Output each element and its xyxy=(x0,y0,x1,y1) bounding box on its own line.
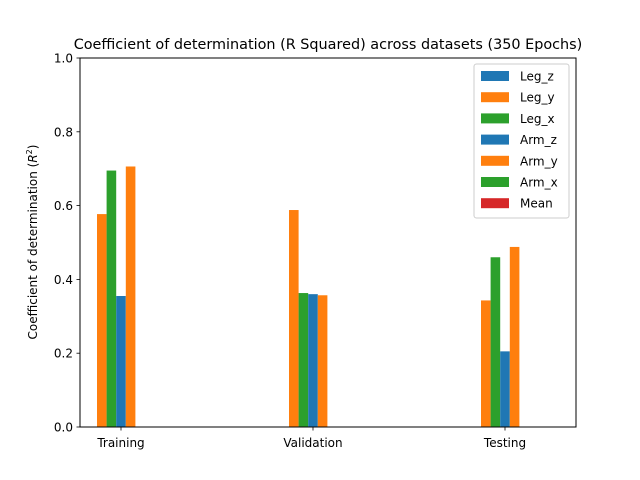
legend-label-arm_x: Arm_x xyxy=(520,176,558,190)
y-axis-label: Coefficient of determination (R2) xyxy=(25,145,40,340)
bar-arm_z-testing xyxy=(500,351,510,427)
legend-swatch-arm_z xyxy=(481,134,509,145)
bar-arm_y-testing xyxy=(509,246,520,427)
bar-arm_z-training xyxy=(116,296,126,427)
chart-title: Coefficient of determination (R Squared)… xyxy=(74,37,583,53)
bar-leg_x-testing xyxy=(490,257,501,427)
bar-leg_x-training xyxy=(106,170,117,428)
y-tick-label: 0.8 xyxy=(54,125,73,139)
y-tick-label: 1.0 xyxy=(54,52,73,66)
legend-label-mean: Mean xyxy=(520,197,553,211)
bar-leg_y-training xyxy=(97,214,107,427)
y-tick-label: 0.2 xyxy=(54,347,73,361)
legend: Leg_z Leg_y Leg_x Arm_z Arm_y Arm_x Mean xyxy=(473,63,570,219)
bar-leg_x-validation xyxy=(298,293,309,427)
bar-arm_y-validation xyxy=(317,295,328,427)
legend-label-arm_y: Arm_y xyxy=(520,154,558,168)
y-axis: 0.0 0.2 0.4 0.6 0.8 1.0 xyxy=(54,52,80,435)
x-axis: Training Validation Testing xyxy=(96,427,526,450)
bar-arm_y-training xyxy=(125,166,136,428)
x-tick-label: Testing xyxy=(483,436,526,450)
legend-swatch-arm_y xyxy=(481,155,509,166)
bars-group xyxy=(97,166,520,428)
legend-swatch-leg_z xyxy=(481,71,509,81)
y-tick-label: 0.0 xyxy=(54,421,73,435)
y-tick-label: 0.6 xyxy=(54,199,73,213)
legend-swatch-mean xyxy=(481,198,509,209)
bar-leg_y-validation xyxy=(289,210,299,427)
legend-label-leg_z: Leg_z xyxy=(520,70,554,84)
legend-label-leg_x: Leg_x xyxy=(520,112,555,126)
legend-swatch-leg_y xyxy=(481,92,509,103)
x-tick-label: Training xyxy=(96,436,144,450)
bar-arm_z-validation xyxy=(308,294,318,427)
legend-label-arm_z: Arm_z xyxy=(520,133,557,147)
legend-swatch-leg_x xyxy=(481,113,509,124)
legend-swatch-arm_x xyxy=(481,177,509,187)
legend-label-leg_y: Leg_y xyxy=(520,91,555,105)
x-tick-label: Validation xyxy=(283,436,342,450)
plot-frame xyxy=(79,57,577,428)
y-tick-label: 0.4 xyxy=(54,273,73,287)
bar-leg_y-testing xyxy=(481,300,491,427)
